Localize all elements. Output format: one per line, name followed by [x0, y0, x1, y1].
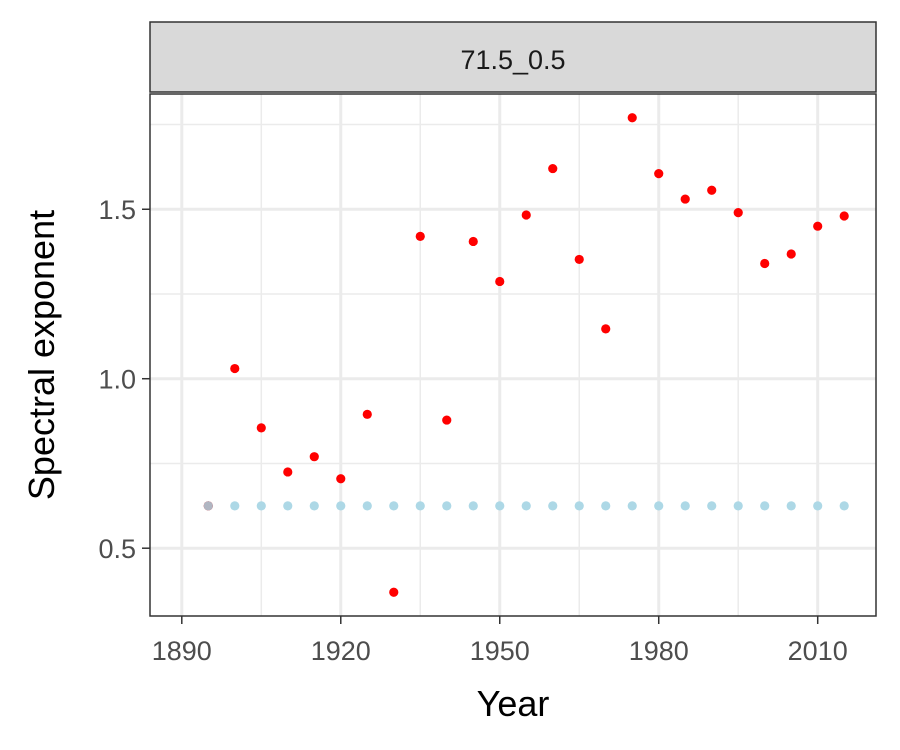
data-point: [362, 501, 372, 511]
data-point: [680, 501, 690, 511]
data-point: [813, 221, 823, 231]
data-point: [230, 501, 240, 511]
data-point: [654, 501, 664, 511]
data-point: [707, 185, 717, 195]
data-point: [256, 423, 266, 433]
data-point: [362, 409, 372, 419]
data-point: [601, 324, 611, 334]
data-point: [574, 501, 584, 511]
data-point: [283, 501, 293, 511]
x-tick-label: 1980: [629, 636, 689, 666]
plot-panel-border: [149, 93, 877, 617]
x-axis: 1890 1920 1950 1980 2010: [152, 616, 848, 666]
major-gridlines: [150, 94, 876, 616]
y-tick-label: 1.5: [98, 195, 136, 225]
data-point: [707, 501, 717, 511]
data-point: [733, 501, 743, 511]
data-point: [548, 501, 558, 511]
data-point: [654, 169, 664, 179]
data-point: [389, 501, 399, 511]
minor-gridlines: [150, 94, 876, 616]
data-point: [760, 258, 770, 269]
data-point: [786, 249, 796, 259]
data-point: [548, 163, 558, 174]
data-point: [336, 474, 346, 484]
data-point: [309, 501, 319, 511]
data-point: [415, 231, 425, 241]
data-point: [733, 208, 743, 218]
x-tick-label: 1920: [311, 636, 371, 666]
y-tick-label: 1.0: [98, 365, 136, 395]
data-point: [468, 501, 478, 511]
data-point: [574, 254, 584, 265]
data-point: [813, 501, 823, 511]
data-point: [230, 363, 240, 374]
data-point: [760, 501, 770, 511]
data-point: [468, 236, 478, 247]
data-point: [521, 501, 531, 511]
data-point: [389, 587, 399, 597]
y-axis-title: Spectral exponent: [21, 210, 62, 500]
y-axis: 0.5 1.0 1.5: [98, 195, 150, 564]
facet-label: 71.5_0.5: [460, 45, 565, 75]
data-point: [680, 194, 690, 204]
data-point: [442, 415, 452, 425]
x-tick-label: 1890: [152, 636, 212, 666]
data-point: [601, 501, 611, 511]
data-point: [839, 501, 849, 511]
plot-panel: [150, 94, 876, 616]
data-point: [839, 211, 849, 221]
data-point: [521, 210, 531, 220]
x-tick-label: 1950: [470, 636, 530, 666]
data-point: [442, 501, 452, 511]
data-point: [495, 276, 505, 287]
x-tick-label: 2010: [788, 636, 848, 666]
y-tick-label: 0.5: [98, 534, 136, 564]
data-point: [415, 501, 425, 511]
x-axis-title: Year: [477, 683, 550, 724]
facet-strip: 71.5_0.5: [149, 21, 877, 93]
data-point: [627, 113, 637, 123]
data-point: [786, 501, 796, 511]
data-point: [283, 467, 293, 477]
data-point: [309, 452, 319, 462]
data-point: [495, 501, 505, 511]
data-point: [336, 501, 346, 511]
data-point-overlap: [203, 501, 213, 511]
data-point: [627, 501, 637, 511]
data-points: [203, 113, 849, 597]
data-point: [256, 501, 266, 511]
facet-strip-box: [149, 21, 877, 93]
